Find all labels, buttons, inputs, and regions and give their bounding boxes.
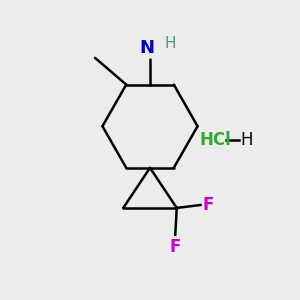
Text: H: H — [164, 36, 176, 51]
Text: HCl: HCl — [199, 130, 231, 148]
Text: N: N — [139, 39, 154, 57]
Text: F: F — [169, 238, 181, 256]
Text: H: H — [241, 130, 253, 148]
Text: F: F — [203, 196, 214, 214]
